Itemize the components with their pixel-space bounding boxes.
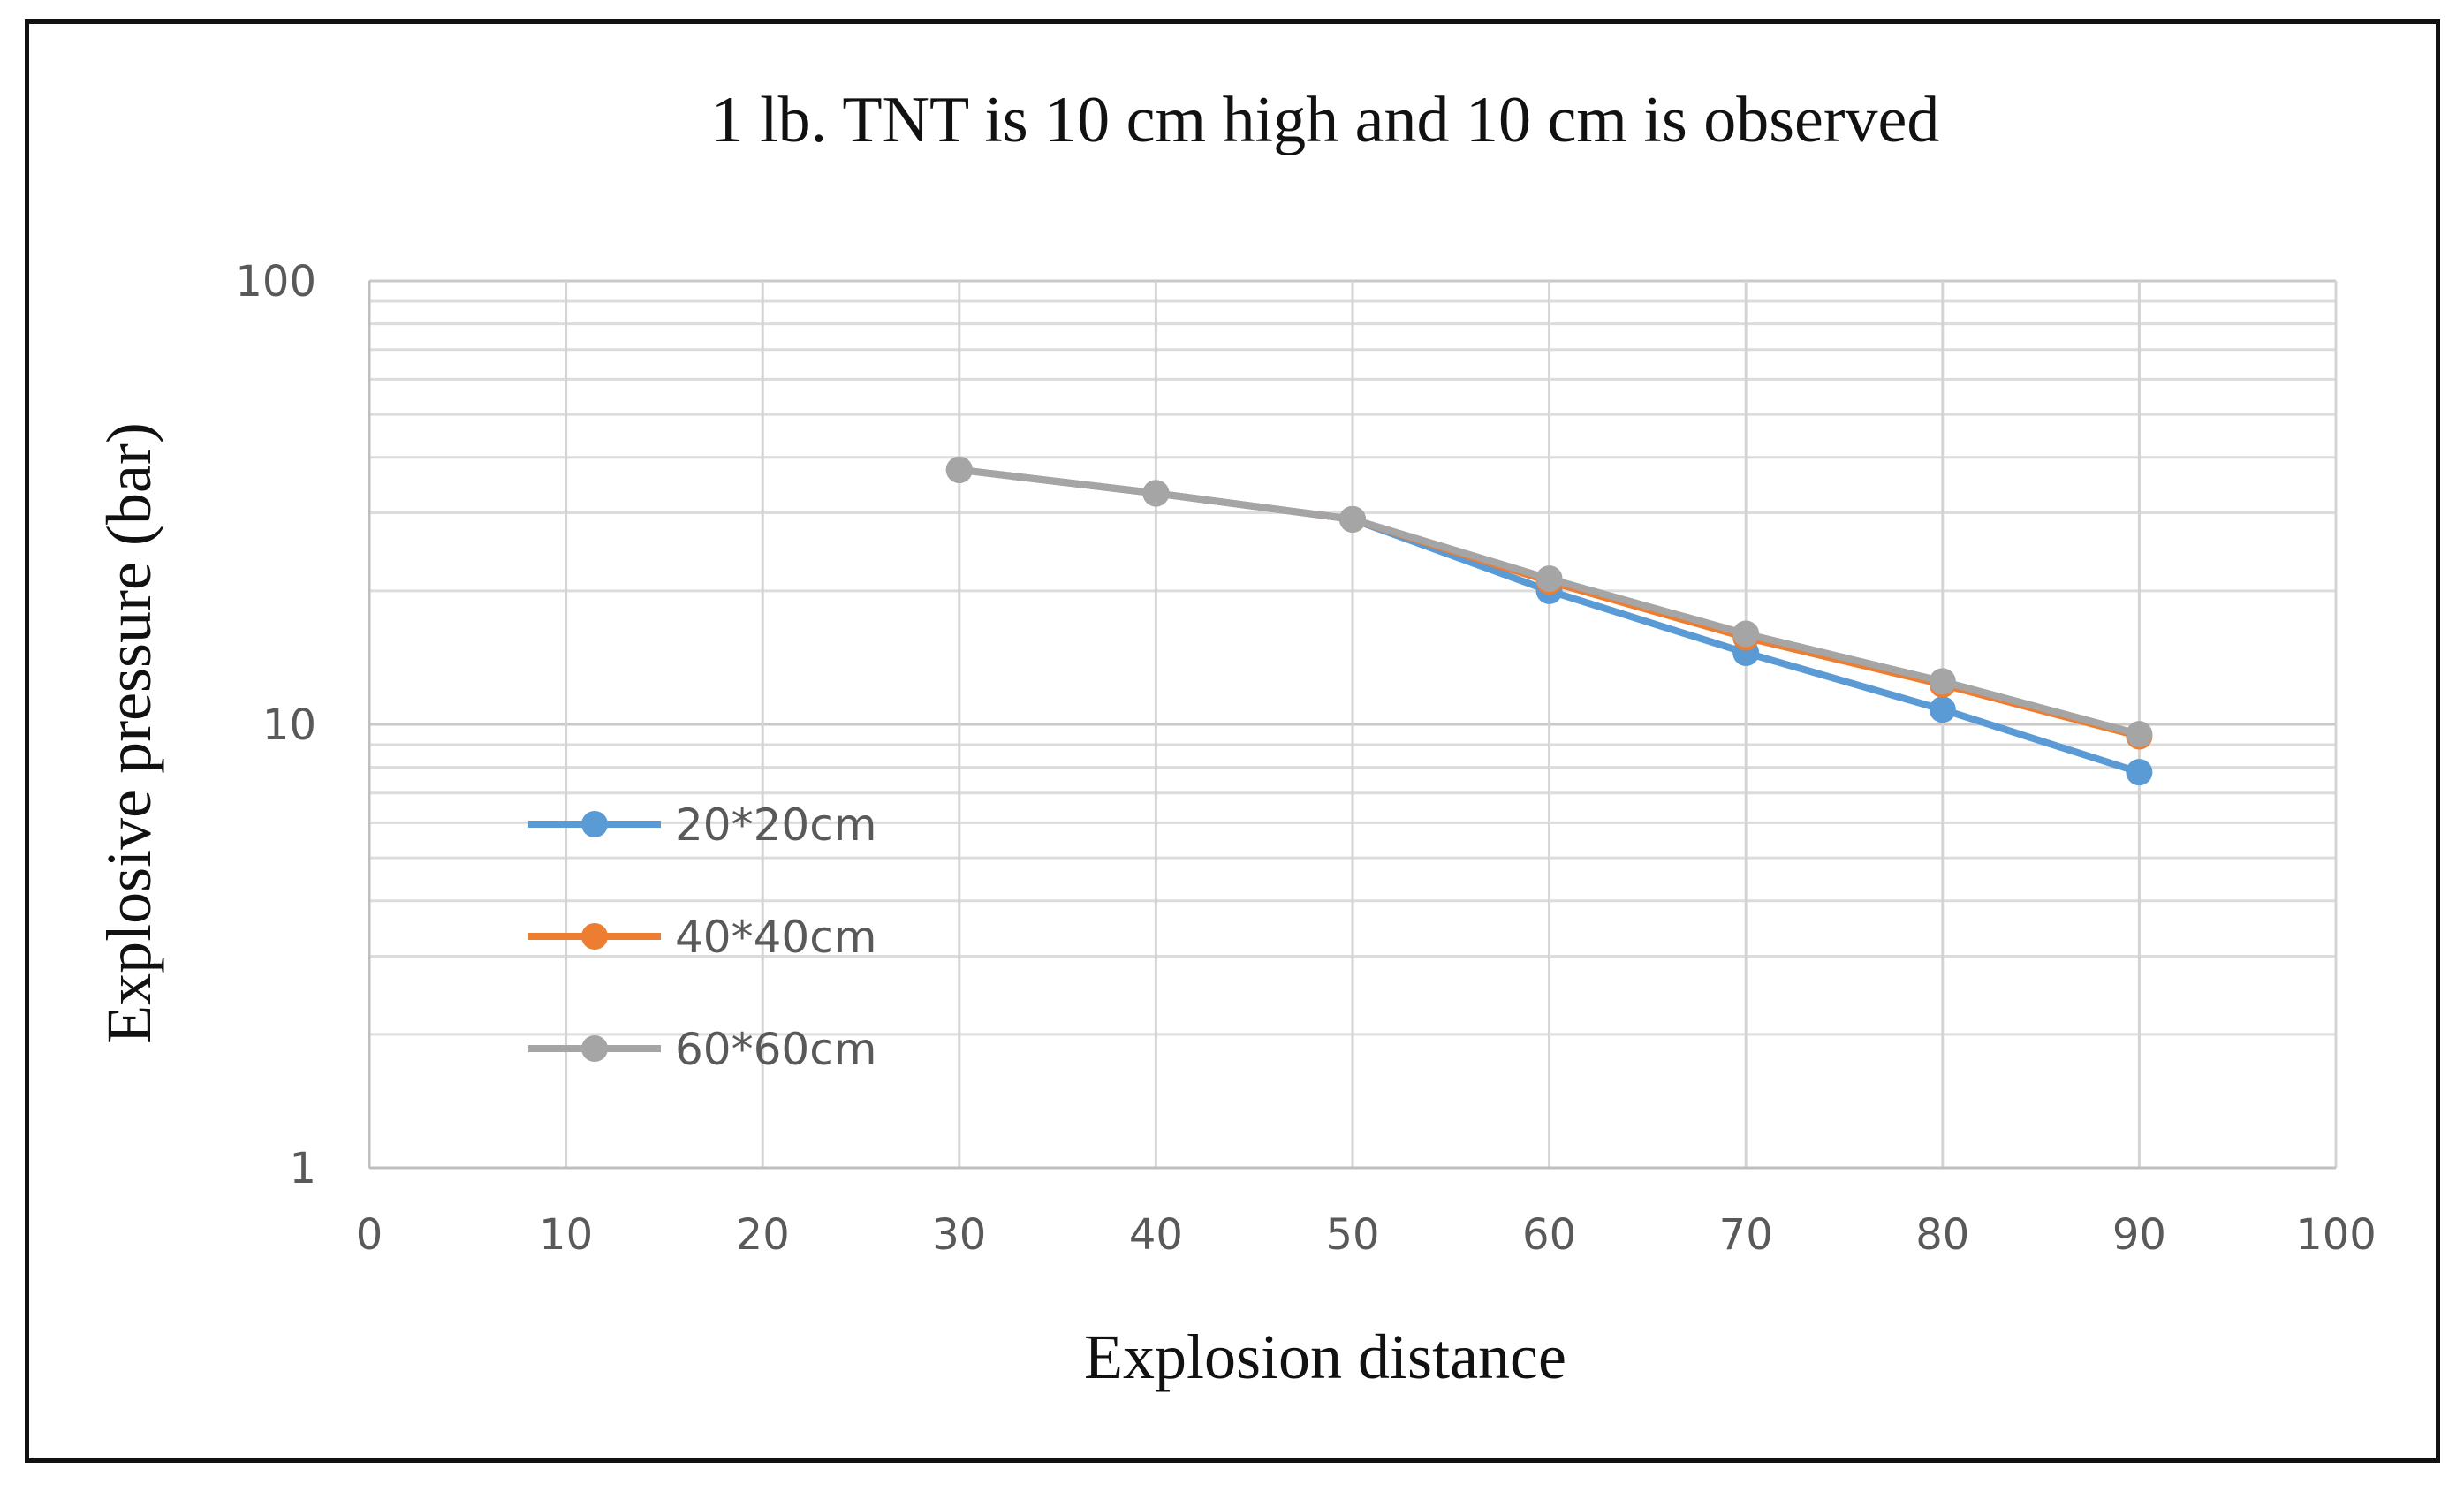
x-tick-label: 90 [2112,1210,2166,1260]
grid [369,279,2338,1170]
y-axis-title: Explosive pressure (bar) [94,422,164,1044]
data-point [1929,696,1956,723]
y-tick-label: 1 [289,1144,316,1193]
x-tick-label: 50 [1325,1210,1379,1260]
data-point [1142,480,1170,507]
x-tick-label: 20 [736,1210,790,1260]
legend-swatch-marker [581,923,608,950]
legend-swatch-marker [581,1035,608,1062]
x-tick-label: 0 [356,1210,383,1260]
legend-item: 60*60cm [528,1024,876,1075]
legend-item: 20*20cm [528,799,876,851]
x-tick-label: 60 [1522,1210,1576,1260]
x-tick-label: 80 [1915,1210,1969,1260]
x-axis-title: Explosion distance [1084,1322,1566,1392]
y-tick-label: 100 [235,257,316,307]
legend-swatch-marker [581,811,608,837]
series-3 [945,456,2153,748]
data-point [1535,565,1563,593]
legend-label: 60*60cm [675,1024,876,1075]
legend-label: 40*40cm [675,912,876,963]
legend: 20*20cm 40*40cm 60*60cm [528,799,876,1075]
data-point [2126,759,2153,786]
legend-label: 20*20cm [675,799,876,851]
series-layer [945,456,2153,786]
y-tick-label: 10 [262,701,316,750]
data-point [1339,505,1366,533]
legend-item: 40*40cm [528,912,876,963]
x-tick-label: 40 [1129,1210,1183,1260]
x-tick-label: 10 [539,1210,593,1260]
x-tick-label: 30 [932,1210,986,1260]
x-tick-label: 100 [2295,1210,2377,1260]
data-point [1732,620,1760,648]
chart-title: 1 lb. TNT is 10 cm high and 10 cm is obs… [711,84,1940,156]
x-tick-label: 70 [1719,1210,1773,1260]
data-point [1929,668,1956,695]
data-point [2126,721,2153,748]
data-point [945,456,973,483]
